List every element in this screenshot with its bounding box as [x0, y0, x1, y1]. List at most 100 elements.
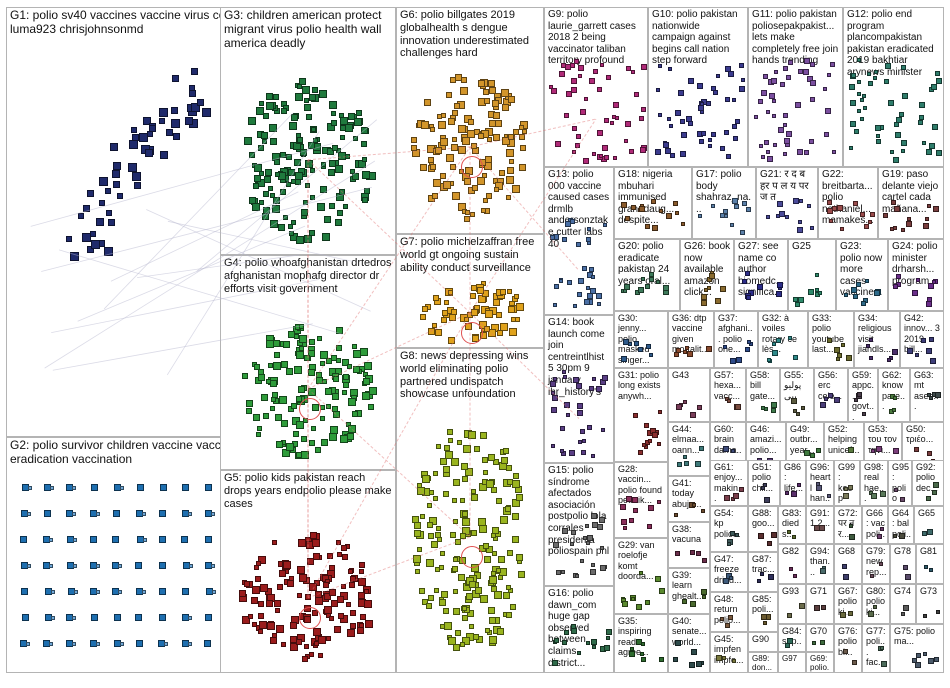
group-panel-g92[interactable]: G92: polio dec... — [912, 460, 944, 506]
group-panel-g29[interactable]: G29: van roelofje komt doorda... — [614, 538, 668, 614]
group-panel-g15[interactable]: G15: polio síndrome afectados asociación… — [544, 463, 614, 586]
group-panel-g70[interactable]: G70 — [806, 624, 834, 652]
group-panel-g82[interactable]: G82 — [778, 544, 806, 584]
group-panel-g76[interactable]: G76: polio bl... — [834, 624, 862, 673]
group-panel-g75[interactable]: G75: polio ma... — [890, 624, 944, 673]
group-panel-g61[interactable]: G61: enjoy... makin... — [710, 460, 748, 506]
group-panel-g34[interactable]: G34: religious visit jiahdls... — [854, 311, 900, 368]
group-panel-g43[interactable]: G43 — [668, 368, 710, 422]
group-panel-g19[interactable]: G19: paso delante viejo cartel cada maña… — [878, 167, 944, 239]
group-panel-g94[interactable]: G94: than... — [806, 544, 834, 584]
group-panel-g90[interactable]: G90 — [748, 632, 778, 652]
group-panel-g28[interactable]: G28: vaccin... polio found petmik... — [614, 462, 668, 538]
group-panel-g10[interactable]: G10: polio pakistan nationwide campaign … — [648, 7, 748, 167]
group-panel-g95[interactable]: G95: polio anc... — [888, 460, 912, 506]
group-panel-g21[interactable]: G21: र द ब हर प ल य पर ज त — [756, 167, 818, 239]
node — [669, 123, 674, 128]
group-panel-g66[interactable]: G66: vac poli... — [862, 506, 888, 544]
group-panel-g36[interactable]: G36: dtp vaccine given mortalit... — [668, 311, 714, 368]
group-panel-g57[interactable]: G57: hexa... vacc... — [710, 368, 746, 422]
group-panel-g58[interactable]: G58: bill gate... — [746, 368, 780, 422]
group-panel-g78[interactable]: G78 — [890, 544, 916, 584]
group-panel-g77[interactable]: G77: poli... fac... — [862, 624, 890, 673]
group-panel-g98[interactable]: G98: real hae... — [860, 460, 888, 506]
group-panel-g26[interactable]: G26: book now available amazon click... — [680, 239, 734, 311]
group-panel-g47[interactable]: G47: freeze dried... — [710, 552, 748, 592]
group-panel-g40[interactable]: G40: senate... world... — [668, 614, 710, 673]
node — [491, 586, 498, 593]
node — [776, 214, 781, 219]
group-panel-g83[interactable]: G83: died s... — [778, 506, 806, 544]
group-panel-g24[interactable]: G24: polio minister drharsh... program..… — [888, 239, 944, 311]
group-panel-g42[interactable]: G42: innov... 3 2019 bill... — [900, 311, 944, 368]
group-panel-g27[interactable]: G27: see name co author biomedc... signi… — [734, 239, 788, 311]
group-panel-g31[interactable]: G31: polio long exists anywh... — [614, 368, 668, 462]
group-panel-g87[interactable]: G87: trac... — [748, 552, 778, 592]
group-panel-g88[interactable]: G88: goo... — [748, 506, 778, 552]
group-panel-g23[interactable]: G23: polio now more cases vaccine... — [836, 239, 888, 311]
group-panel-g71[interactable]: G71 — [806, 584, 834, 624]
group-panel-g22[interactable]: G22: breitbarta... polio nathaniel... ma… — [818, 167, 878, 239]
group-panel-g84[interactable]: G84: sup... — [778, 624, 806, 652]
group-panel-g12[interactable]: G12: polio end program plancompakistan p… — [843, 7, 944, 167]
group-panel-g99[interactable]: G99: keep hel... — [834, 460, 860, 506]
group-panel-g17[interactable]: G17: polio body shahraz_na... — [692, 167, 756, 239]
node — [258, 101, 264, 107]
group-panel-g68[interactable]: G68 — [834, 544, 862, 584]
group-panel-g91[interactable]: G91: 1 2... — [806, 506, 834, 544]
group-panel-g59[interactable]: G59: appc... govt... — [848, 368, 878, 422]
group-panel-g37[interactable]: G37: afghani... polio one... — [714, 311, 758, 368]
node — [771, 407, 776, 413]
group-panel-g51[interactable]: G51: polio chil... — [748, 460, 780, 506]
group-panel-g39[interactable]: G39: learn ghealt... — [668, 568, 710, 614]
group-panel-g41[interactable]: G41: today abuja... — [668, 476, 710, 522]
group-panel-g13[interactable]: G13: polio 000 vaccine caused cases drml… — [544, 167, 614, 315]
group-panel-g69[interactable]: G69: polio... — [806, 652, 834, 673]
group-panel-g30[interactable]: G30: jenny... polio masked singer... — [614, 311, 668, 368]
group-panel-g72[interactable]: G72: पर न र... — [834, 506, 862, 544]
group-panel-g45[interactable]: G45: impfen impfe... — [710, 632, 748, 673]
group-panel-g85[interactable]: G85: poli... — [748, 592, 778, 632]
group-panel-g97[interactable]: G97 — [778, 652, 806, 673]
group-panel-g9[interactable]: G9: polio laurie_garrett cases 2018 2 be… — [544, 7, 648, 167]
group-panel-g67[interactable]: G67: polio ki... — [834, 584, 862, 624]
group-panel-g81[interactable]: G81 — [916, 544, 944, 584]
group-panel-g32[interactable]: G32: à voiles rotary ce lès... — [758, 311, 808, 368]
group-panel-g14[interactable]: G14: book launch come join centreintlhis… — [544, 315, 614, 463]
group-panel-g3[interactable]: G3: children american protect migrant vi… — [220, 7, 396, 255]
group-panel-g35[interactable]: G35: inspiring read agree... — [614, 614, 668, 673]
group-panel-g73[interactable]: G73 — [916, 584, 944, 624]
group-panel-g74[interactable]: G74 — [890, 584, 916, 624]
group-panel-g18[interactable]: G18: nigeria mbuhari immunised granddaug… — [614, 167, 692, 239]
group-panel-g48[interactable]: G48: return polio... — [710, 592, 748, 632]
group-panel-g5[interactable]: G5: polio kids pakistan reach drops year… — [220, 470, 396, 673]
node — [890, 199, 896, 205]
group-panel-g64[interactable]: G64: bal poli... — [888, 506, 914, 544]
node — [709, 272, 716, 279]
group-panel-g20[interactable]: G20: polio eradicate pakistan 24 years o… — [614, 239, 680, 311]
node — [487, 79, 495, 87]
group-panel-g56[interactable]: G56: erc cele... — [814, 368, 848, 422]
group-panel-g89[interactable]: G89: don... — [748, 652, 778, 673]
group-panel-g96[interactable]: G96: heartl han... — [806, 460, 834, 506]
group-panel-g62[interactable]: G62: know pare... — [878, 368, 910, 422]
group-panel-g79[interactable]: G79: new rep... — [862, 544, 890, 584]
group-panel-g54[interactable]: G54: kp polio... — [710, 506, 748, 552]
group-panel-g86[interactable]: G86: life... — [780, 460, 806, 506]
group-panel-g6[interactable]: G6: polio billgates 2019 globalhealth s … — [396, 7, 544, 234]
group-panel-g4[interactable]: G4: polio whoafghanistan drtedros afghan… — [220, 255, 396, 470]
group-panel-g7[interactable]: G7: polio michelzaffran free world gt on… — [396, 234, 544, 348]
group-panel-g25[interactable]: G25 — [788, 239, 836, 311]
group-panel-g55[interactable]: G55: پولیو پپی — [780, 368, 814, 422]
group-panel-g33[interactable]: G33: polio youtube last... — [808, 311, 854, 368]
group-panel-g11[interactable]: G11: polio pakistan poliosepakpakist... … — [748, 7, 843, 167]
node — [837, 352, 843, 358]
group-panel-g8[interactable]: G8: news depressing wins world eliminati… — [396, 348, 544, 673]
group-panel-g38[interactable]: G38: vacuna — [668, 522, 710, 568]
group-panel-g16[interactable]: G16: polio dawn_com huge gap observed be… — [544, 586, 614, 673]
group-panel-g44[interactable]: G44: elmaa... oann... — [668, 422, 710, 476]
group-panel-g80[interactable]: G80: polio ki... — [862, 584, 890, 624]
group-panel-g65[interactable]: G65 — [914, 506, 944, 544]
group-panel-g93[interactable]: G93 — [778, 584, 806, 624]
group-panel-g63[interactable]: G63: mt asee... — [910, 368, 944, 422]
